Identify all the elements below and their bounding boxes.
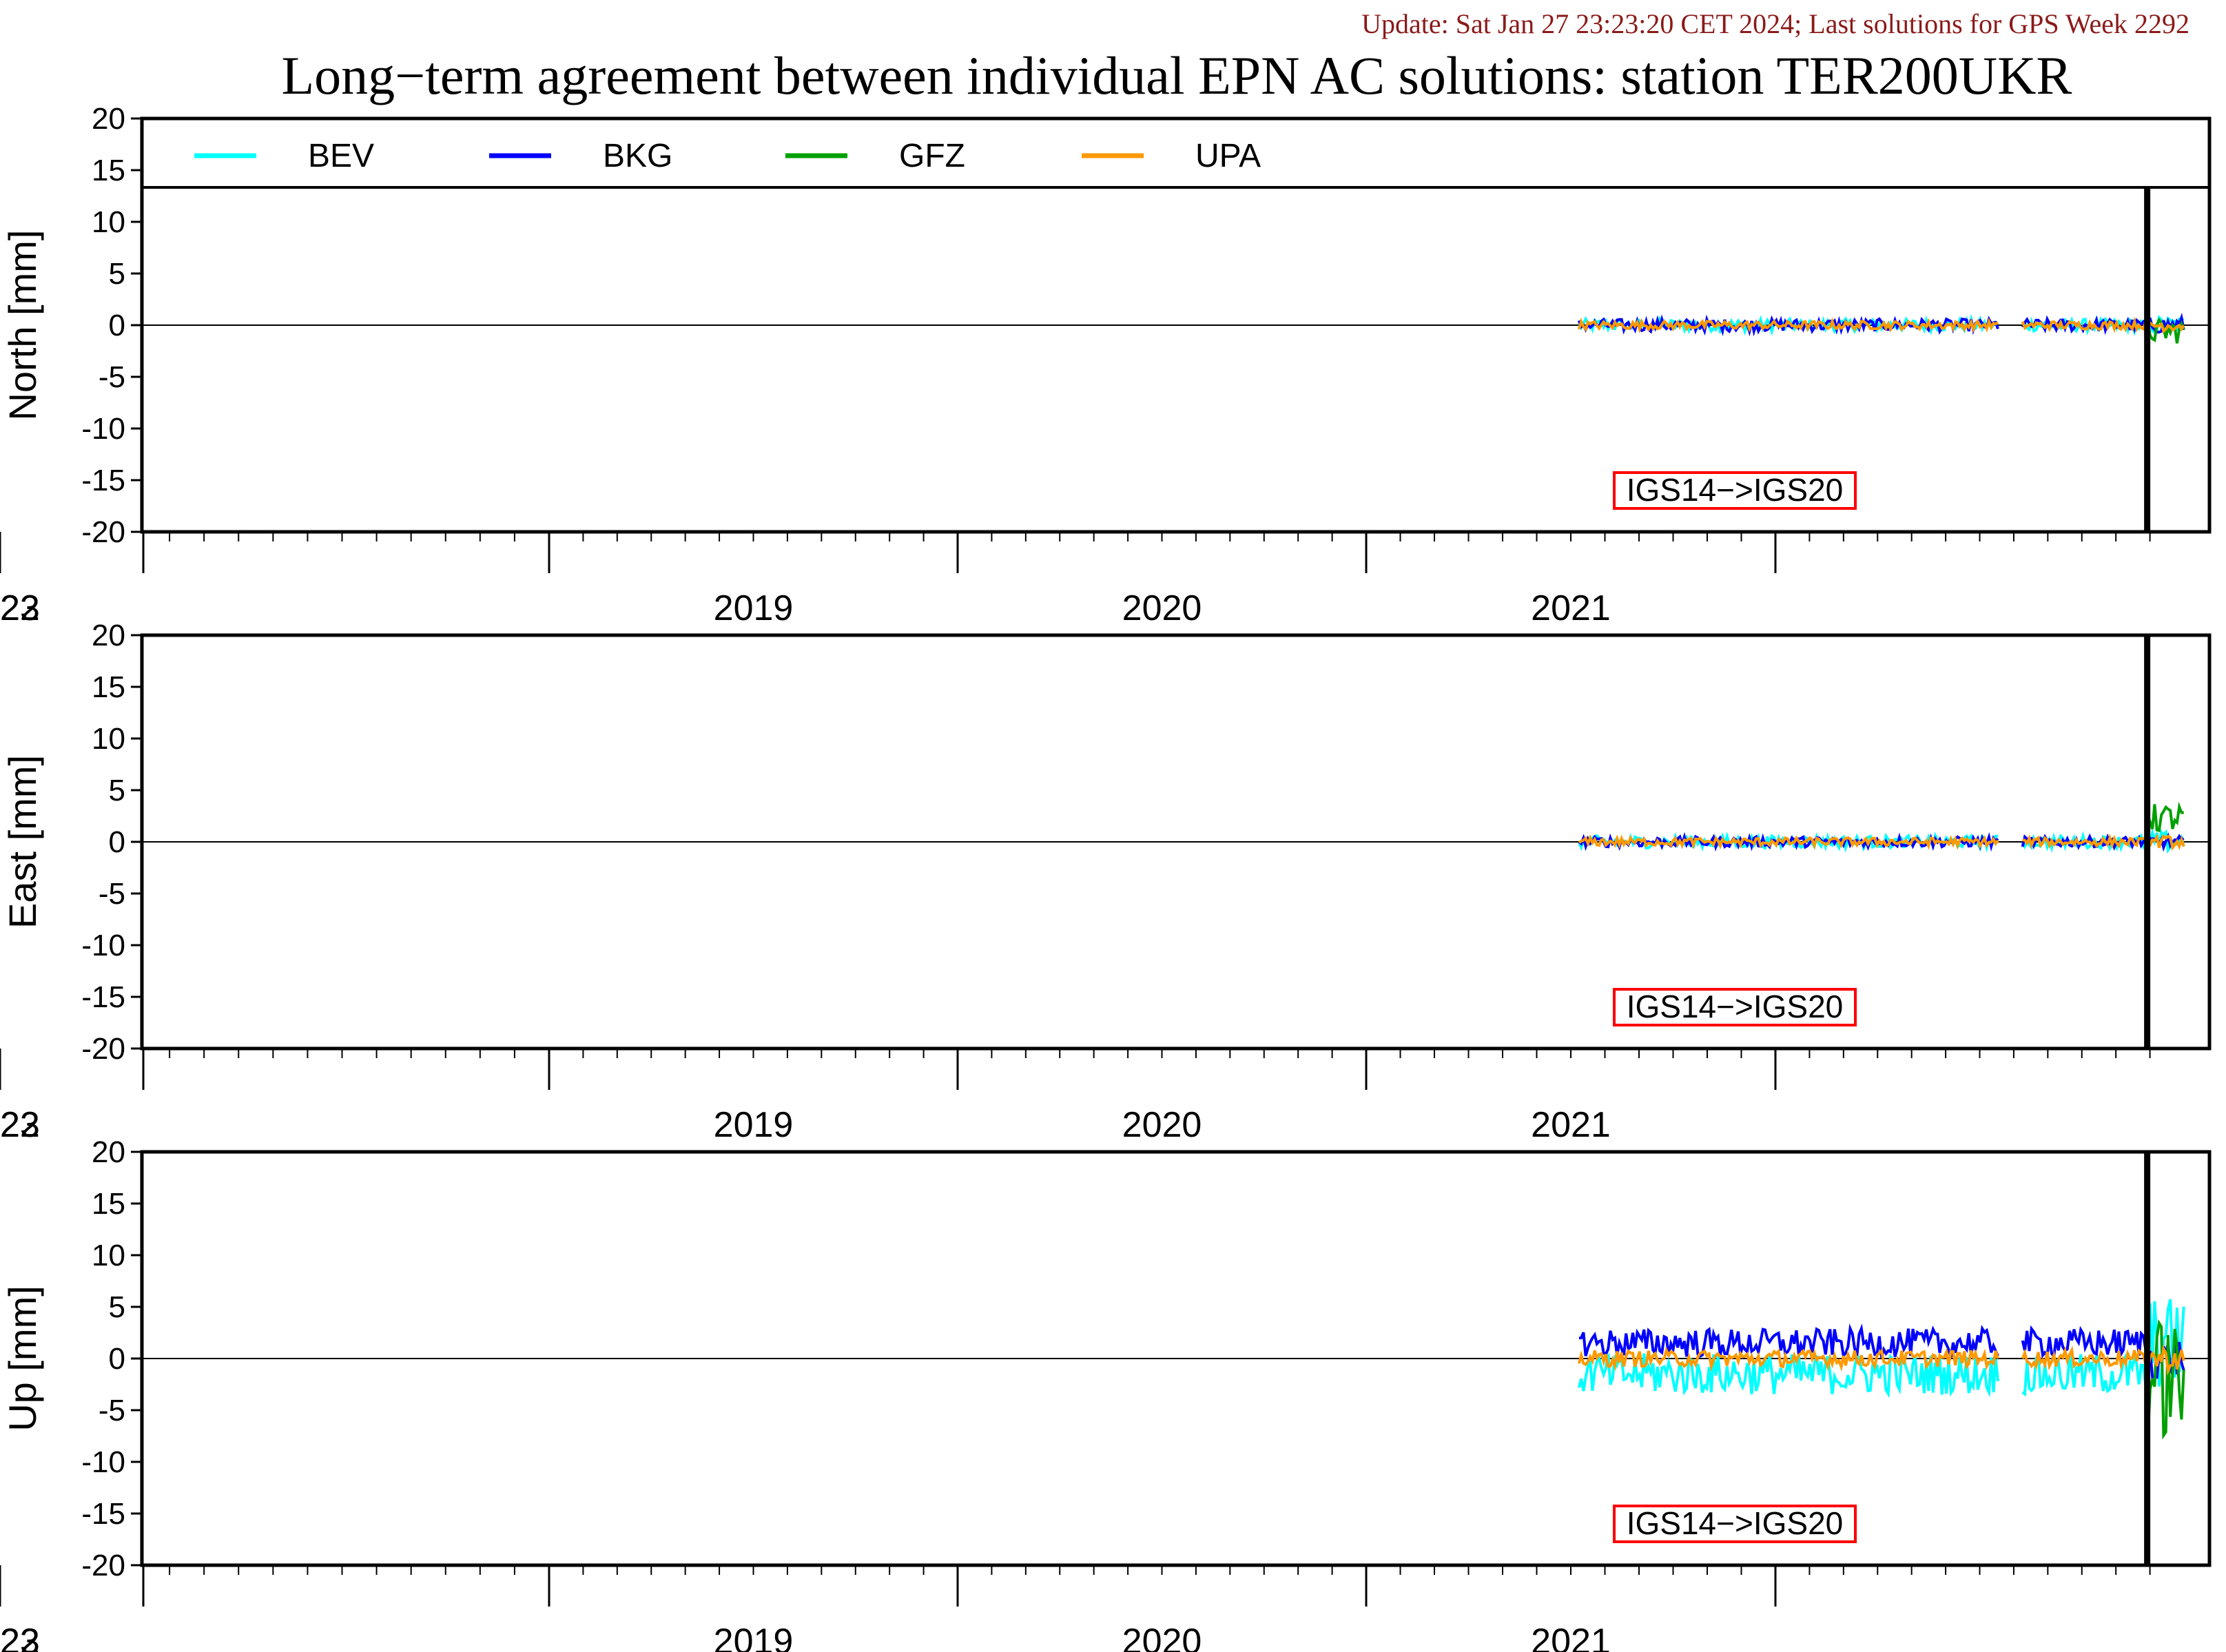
legend-label-gfz: GFZ [899, 138, 965, 174]
y-tick-label: -15 [81, 464, 125, 497]
panel-east: 20 15 10 5 0 -5 -10 -15 -20 East [mm] 2019 2020 2021… [0, 619, 2212, 1145]
frame-change-box [1613, 988, 1857, 1026]
x-tick-label: 2021 [1531, 1105, 1611, 1145]
legend-label-bkg: BKG [603, 138, 672, 174]
series-line-upa [1577, 316, 2185, 334]
y-tick-label: 5 [109, 774, 125, 807]
y-tick-label: -10 [81, 929, 125, 962]
y-tick-label: 0 [109, 825, 125, 859]
plot-frame [140, 116, 2212, 534]
x-tick-label: 2023 [0, 1105, 40, 1145]
panel-north: 20 15 10 5 0 -5 -10 -15 -20 North [mm] 2019 2020 202… [0, 102, 2212, 628]
x-tick-label: 2021 [1531, 1622, 1611, 1652]
y-tick-label: -20 [81, 1549, 125, 1582]
y-tick-label: 5 [109, 257, 125, 291]
x-tick-label: 2019 [714, 1105, 794, 1145]
series-line-upa [1577, 1344, 2185, 1376]
legend-label-upa: UPA [1195, 138, 1261, 174]
y-tick-label: -5 [99, 877, 125, 911]
y-tick-label: -5 [99, 360, 125, 394]
frame-change-label: IGS14−>IGS20 [1627, 472, 1844, 508]
y-tick-label: 5 [109, 1290, 125, 1324]
x-tick-label: 2019 [714, 1622, 794, 1652]
x-tick-label: 2023 [0, 1622, 40, 1652]
legend-label-bev: BEV [308, 138, 374, 174]
y-tick-label: 15 [92, 154, 125, 187]
y-tick-label: -20 [81, 515, 125, 549]
x-tick-label: 2021 [1531, 588, 1611, 628]
y-tick-label: 10 [92, 205, 125, 239]
frame-change-box [1613, 1505, 1857, 1543]
series-line-gfz [2146, 801, 2185, 833]
y-tick-label: -15 [81, 980, 125, 1014]
y-tick-label: 20 [92, 619, 125, 652]
chart-title: Long−term agreement between individual E… [282, 45, 2072, 105]
y-axis-label: East [mm] [1, 755, 44, 929]
y-tick-label: 15 [92, 670, 125, 704]
y-tick-label: -10 [81, 412, 125, 446]
y-tick-label: 0 [109, 309, 125, 342]
panel-up: 20 15 10 5 0 -5 -10 -15 -20 Up [mm] 2019 2020 2021 20… [0, 1135, 2212, 1652]
y-tick-label: -10 [81, 1445, 125, 1479]
x-tick-label: 2022 [0, 1105, 40, 1145]
y-tick-label: 0 [109, 1342, 125, 1376]
x-tick-label: 2019 [714, 588, 794, 628]
y-tick-label: 10 [92, 722, 125, 756]
x-tick-label: 2020 [1122, 1105, 1202, 1145]
y-axis-label: North [mm] [1, 230, 44, 421]
y-tick-label: -20 [81, 1032, 125, 1066]
series-line-gfz [2146, 317, 2185, 344]
series-line-upa [1578, 834, 2185, 851]
x-tick-label: 2023 [0, 588, 40, 628]
y-tick-label: -5 [99, 1394, 125, 1427]
legend-background [142, 118, 2209, 187]
x-tick-label: 2020 [1122, 1622, 1202, 1652]
y-tick-label: 20 [92, 102, 125, 136]
update-text: Update: Sat Jan 27 23:23:20 CET 2024; La… [1361, 8, 2189, 39]
x-tick-label: 2020 [1122, 588, 1202, 628]
x-tick-label: 2022 [0, 588, 40, 628]
x-tick-label: 2022 [0, 1622, 40, 1652]
series-line-bkg [1578, 1323, 2185, 1379]
y-tick-label: 10 [92, 1239, 125, 1272]
frame-change-label: IGS14−>IGS20 [1627, 1505, 1844, 1541]
y-axis-label: Up [mm] [1, 1286, 44, 1432]
y-tick-label: 15 [92, 1187, 125, 1221]
y-tick-label: 20 [92, 1135, 125, 1169]
y-tick-label: -15 [81, 1497, 125, 1531]
frame-change-label: IGS14−>IGS20 [1627, 989, 1844, 1024]
frame-change-box [1613, 471, 1857, 510]
